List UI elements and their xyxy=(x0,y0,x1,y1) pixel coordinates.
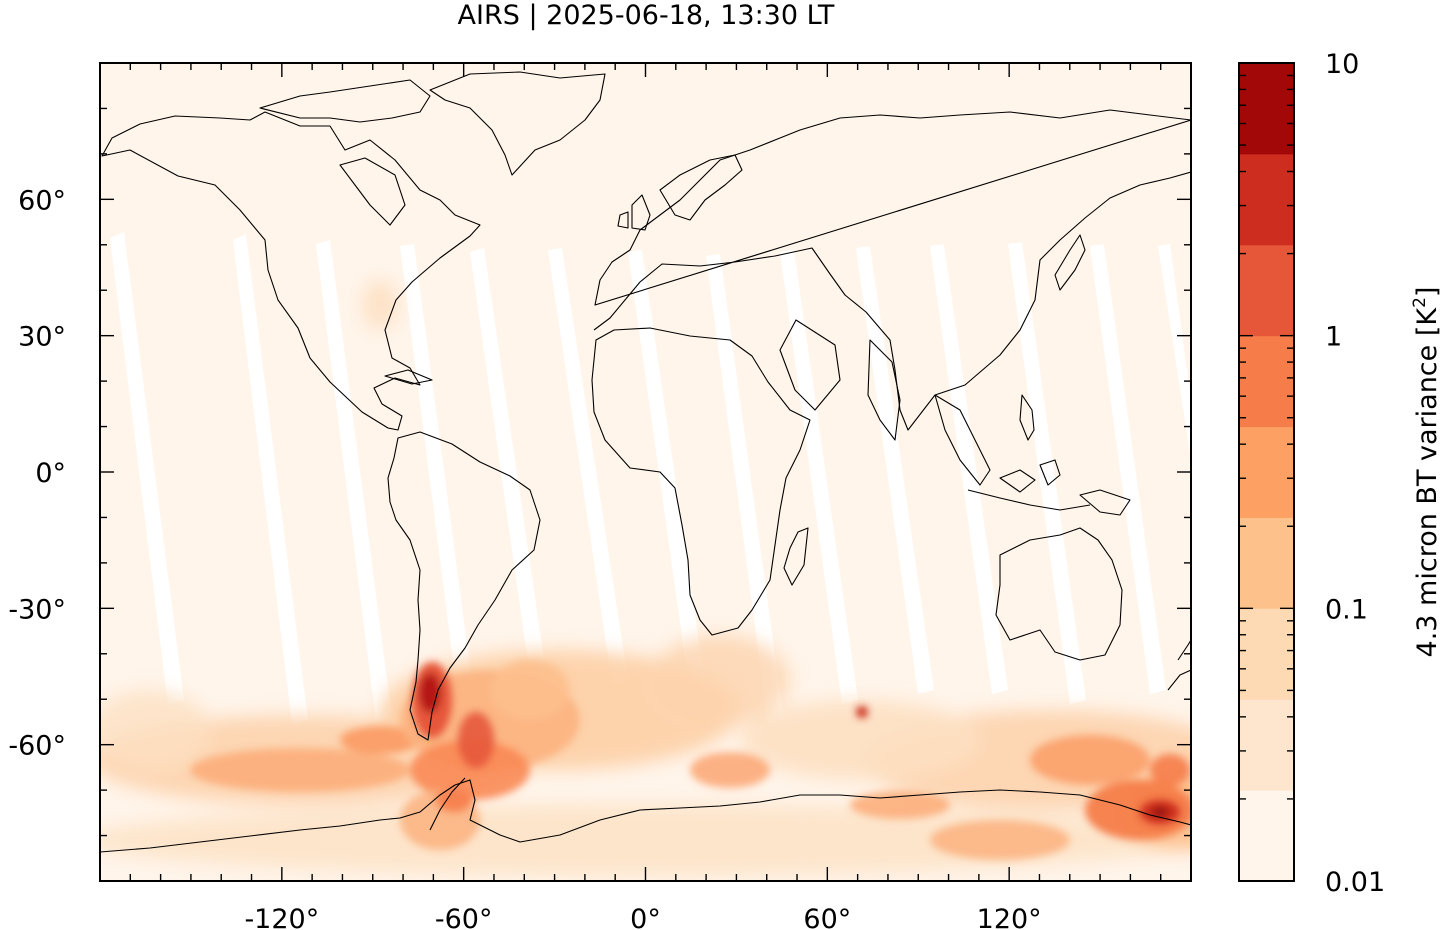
x-tick-marks xyxy=(129,63,1192,881)
greenland-coast xyxy=(429,71,606,176)
colorbar-label-main: 4.3 micron BT variance [K xyxy=(1412,307,1442,658)
madagascar xyxy=(783,527,809,586)
map-panel xyxy=(100,63,1191,881)
cuba xyxy=(384,369,433,385)
y-tick-label: 30° xyxy=(18,322,66,353)
scandinavia xyxy=(659,154,743,221)
japan xyxy=(1054,234,1086,291)
africa-coast xyxy=(591,327,811,636)
colorbar-segment xyxy=(1239,608,1294,700)
colorbar-label-superscript: 2 xyxy=(1410,297,1430,308)
plot-title: AIRS | 2025-06-18, 13:30 LT xyxy=(458,0,835,31)
colorbar-tick-labels: 10 1 0.1 0.01 xyxy=(1325,49,1385,898)
x-tick-label: -120° xyxy=(244,904,319,930)
y-tick-marks xyxy=(100,107,1191,837)
y-tick-label: 60° xyxy=(18,185,66,216)
colorbar-segment xyxy=(1239,335,1294,428)
hudson-bay xyxy=(339,157,406,226)
colorbar-tick-label: 10 xyxy=(1325,49,1359,80)
colorbar-tick-label: 0.01 xyxy=(1325,867,1385,898)
colorbar-segment xyxy=(1239,517,1294,609)
x-tick-labels: -120° -60° 0° 60° 120° xyxy=(244,904,1041,930)
north-america-coast xyxy=(101,111,481,431)
y-tick-labels: 60° 30° 0° -30° -60° xyxy=(8,185,66,761)
canadian-arctic xyxy=(259,79,431,123)
colorbar-frame xyxy=(1238,62,1295,882)
colorbar-label: 4.3 micron BT variance [K2] xyxy=(1410,287,1442,658)
antarctic-peninsula xyxy=(429,777,466,831)
uk-ireland xyxy=(617,194,651,231)
swath-gaps xyxy=(110,232,1191,724)
arabia-coast xyxy=(779,319,841,411)
colorbar-segment xyxy=(1239,244,1294,337)
antarctica-coast xyxy=(100,779,1191,853)
india-coast xyxy=(867,339,901,441)
colorbar xyxy=(1239,63,1294,882)
colorbar-segment xyxy=(1239,699,1294,791)
y-tick-label: -60° xyxy=(8,731,66,762)
colorbar-label-suffix: ] xyxy=(1412,287,1442,298)
philippines xyxy=(1019,394,1035,441)
y-tick-label: 0° xyxy=(35,458,66,489)
x-tick-label: 60° xyxy=(803,904,851,930)
south-america-coast xyxy=(387,431,541,741)
x-tick-label: 0° xyxy=(630,904,661,930)
indonesia xyxy=(967,459,1131,516)
southeast-asia-coast xyxy=(934,394,991,486)
colorbar-ticks xyxy=(1239,74,1294,882)
colorbar-segment xyxy=(1239,790,1294,882)
colorbar-tick-label: 1 xyxy=(1325,322,1342,353)
colorbar-tick-label: 0.1 xyxy=(1325,594,1368,625)
variance-field xyxy=(100,280,1191,876)
x-tick-label: -60° xyxy=(435,904,493,930)
colorbar-segment xyxy=(1239,63,1294,155)
x-tick-label: 120° xyxy=(977,904,1042,930)
coastlines xyxy=(100,71,1191,853)
colorbar-segment xyxy=(1239,426,1294,518)
y-tick-label: -30° xyxy=(8,594,66,625)
colorbar-segment xyxy=(1239,153,1294,246)
australia-coast xyxy=(995,527,1123,661)
